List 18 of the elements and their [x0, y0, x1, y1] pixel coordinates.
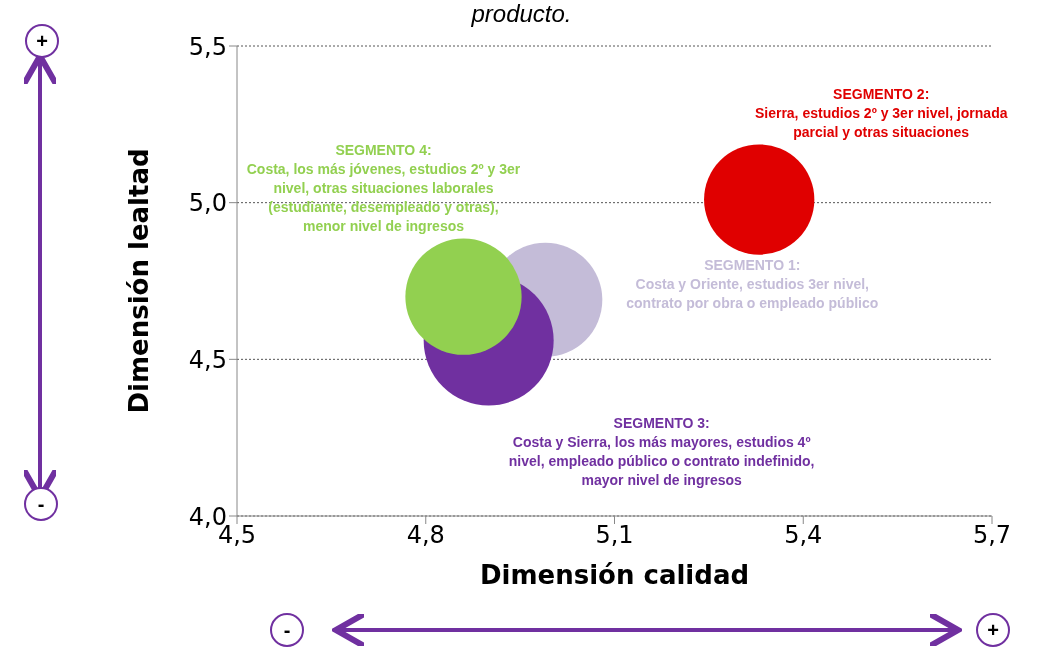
- chart-title: producto.: [470, 0, 573, 28]
- x-tick-label: 4,8: [406, 521, 445, 550]
- text: +: [36, 30, 48, 52]
- y-axis-title: Dimensión lealtad: [124, 148, 155, 414]
- x-axis-title: Dimensión calidad: [479, 560, 750, 591]
- series-label: SEGMENTO 3: Costa y Sierra, los más mayores, estudios 4º nivel, empleado público o contrato indefinido, mayor nivel de ingresos: [508, 414, 815, 488]
- y-tick-label: 4,5: [188, 345, 227, 374]
- text: -: [283, 619, 291, 641]
- text: +: [987, 619, 999, 641]
- x-tick-label: 5,1: [595, 521, 634, 550]
- text: -: [37, 493, 45, 515]
- x-tick-label: 5,4: [784, 521, 823, 550]
- x-tick-label: 5,7: [972, 521, 1012, 550]
- y-tick-label: 5,5: [188, 32, 227, 61]
- y-tick-label: 5,0: [188, 189, 227, 218]
- series-label: SEGMENTO 4: Costa, los más jóvenes, estudios 2º y 3er nivel, otras situaciones laborales (estudiante, desempleado y otras), menor nivel de ingresos: [246, 141, 521, 234]
- series-label: SEGMENTO 1: Costa y Oriente, estudios 3er nivel, contrato por obra o empleado público: [626, 256, 879, 311]
- series-label: SEGMENTO 2: Sierra, estudios 2º y 3er nivel, jornada parcial y otras situaciones: [754, 85, 1008, 140]
